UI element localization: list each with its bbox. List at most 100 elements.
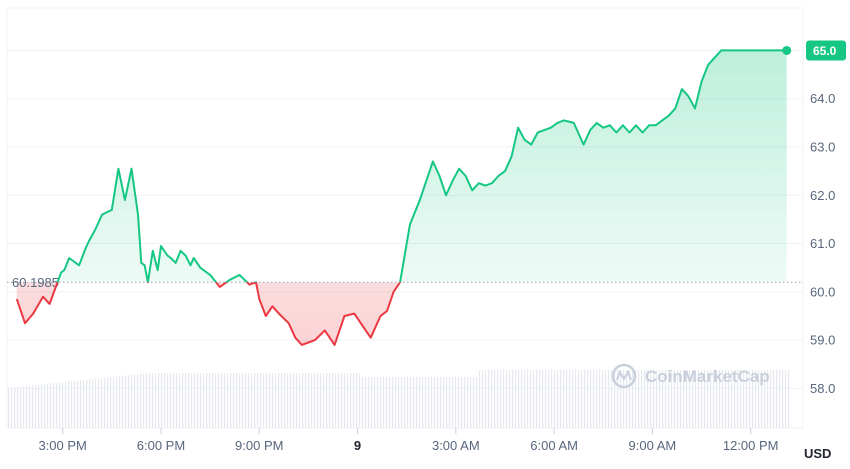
volume-bar — [770, 370, 772, 428]
volume-bar — [701, 370, 703, 428]
y-tick-label: 59.0 — [810, 333, 835, 348]
current-price-badge: 65.0 — [806, 40, 846, 61]
volume-bar — [737, 370, 739, 428]
volume-bar — [407, 377, 409, 428]
volume-bar — [746, 370, 748, 428]
volume-bar — [590, 370, 592, 428]
volume-bar — [278, 373, 280, 428]
x-tick-label: 6:00 AM — [530, 438, 578, 453]
watermark-text: CoinMarketCap — [645, 367, 770, 386]
volume-bar — [782, 370, 784, 428]
volume-bar — [536, 370, 538, 428]
volume-bar — [284, 373, 286, 428]
volume-bar — [443, 377, 445, 428]
volume-bar — [398, 377, 400, 428]
volume-bar — [131, 374, 133, 428]
volume-bar — [206, 373, 208, 428]
volume-bar — [410, 377, 412, 428]
volume-bar — [122, 375, 124, 428]
reference-price-label: 60.1985 — [12, 275, 59, 290]
volume-bar — [47, 383, 49, 428]
volume-bar — [110, 377, 112, 428]
volume-bar — [548, 370, 550, 428]
volume-bar — [521, 370, 523, 428]
volume-bar — [353, 373, 355, 428]
volume-bar — [611, 370, 613, 428]
volume-bar — [254, 373, 256, 428]
volume-bar — [716, 370, 718, 428]
volume-bar — [17, 386, 19, 428]
volume-bar — [317, 373, 319, 428]
volume-bar — [530, 370, 532, 428]
volume-bar — [713, 370, 715, 428]
volume-bar — [23, 386, 25, 428]
volume-bar — [329, 373, 331, 428]
volume-bar — [482, 370, 484, 428]
volume-bar — [623, 370, 625, 428]
volume-bar — [80, 380, 82, 428]
volume-bar — [707, 370, 709, 428]
volume-bar — [224, 373, 226, 428]
volume-bar — [104, 377, 106, 428]
volume-bar — [761, 370, 763, 428]
volume-bar — [56, 382, 58, 428]
volume-bars — [8, 370, 790, 428]
volume-bar — [776, 370, 778, 428]
x-axis-ticks: 3:00 PM 6:00 PM 9:00 PM 9 3:00 AM 6:00 AM 9:00… — [38, 428, 779, 453]
area-above-reference — [16, 50, 787, 283]
volume-bar — [641, 370, 643, 428]
volume-bar — [248, 373, 250, 428]
x-tick-label: 9 — [354, 438, 361, 453]
volume-bar — [695, 370, 697, 428]
volume-bar — [275, 373, 277, 428]
volume-bar — [53, 383, 55, 428]
volume-bar — [728, 370, 730, 428]
volume-bar — [38, 384, 40, 428]
volume-bar — [419, 377, 421, 428]
volume-bar — [251, 373, 253, 428]
current-price-point[interactable] — [782, 45, 792, 55]
volume-bar — [722, 370, 724, 428]
volume-bar — [377, 377, 379, 428]
volume-bar — [698, 370, 700, 428]
volume-bar — [620, 370, 622, 428]
volume-bar — [209, 373, 211, 428]
volume-bar — [92, 378, 94, 428]
volume-bar — [125, 375, 127, 428]
volume-bar — [734, 370, 736, 428]
volume-bar — [452, 377, 454, 428]
volume-bar — [380, 377, 382, 428]
volume-bar — [416, 377, 418, 428]
volume-bar — [512, 370, 514, 428]
volume-bar — [638, 370, 640, 428]
volume-bar — [674, 370, 676, 428]
volume-bar — [584, 370, 586, 428]
volume-bar — [386, 377, 388, 428]
x-tick-label: 3:00 PM — [38, 438, 86, 453]
volume-bar — [602, 370, 604, 428]
y-tick-label: 60.0 — [810, 284, 835, 299]
volume-bar — [149, 373, 151, 428]
volume-bar — [659, 370, 661, 428]
volume-bar — [455, 377, 457, 428]
volume-bar — [191, 373, 193, 428]
volume-bar — [608, 370, 610, 428]
volume-bar — [311, 373, 313, 428]
volume-bar — [113, 376, 115, 428]
volume-bar — [704, 370, 706, 428]
volume-bar — [389, 377, 391, 428]
volume-bar — [545, 370, 547, 428]
volume-bar — [236, 373, 238, 428]
volume-bar — [356, 373, 358, 428]
volume-bar — [635, 370, 637, 428]
volume-bar — [440, 377, 442, 428]
volume-bar — [434, 377, 436, 428]
y-axis-ticks: 58.0 59.0 60.0 61.0 62.0 63.0 64.0 65.0 — [810, 43, 835, 396]
volume-bar — [218, 373, 220, 428]
volume-bar — [62, 382, 64, 428]
volume-bar — [470, 377, 472, 428]
volume-bar — [335, 373, 337, 428]
volume-bar — [35, 385, 37, 428]
volume-bar — [764, 370, 766, 428]
